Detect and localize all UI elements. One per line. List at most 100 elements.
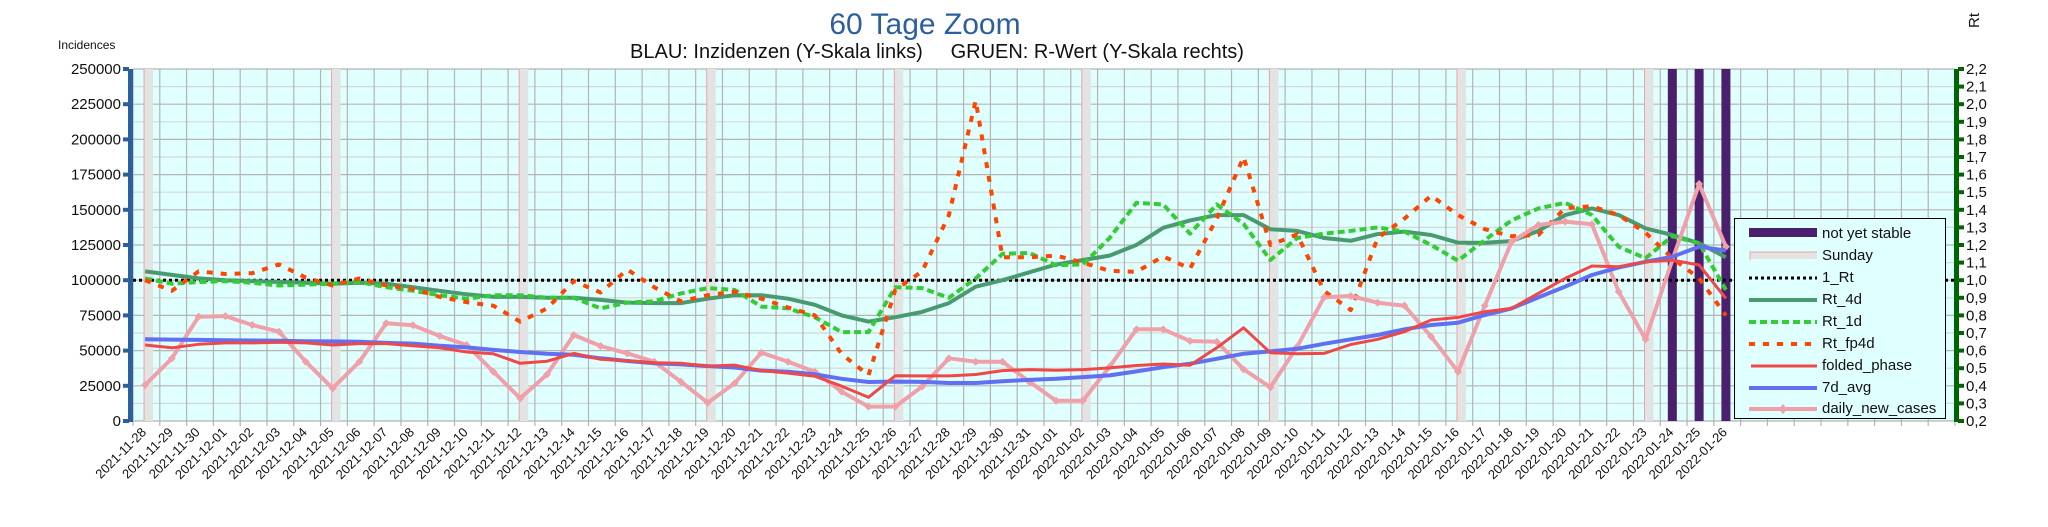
data-point-daily-new-cases [435, 331, 444, 340]
chart-subtitle: BLAU: Inzidenzen (Y-Skala links) GRUEN: … [630, 41, 1244, 63]
sunday-bar [519, 69, 529, 421]
y-tick-left [123, 172, 129, 177]
y-tick-right [1958, 207, 1964, 212]
y-tick-right [1958, 172, 1964, 177]
y-tick-left [123, 383, 129, 388]
y-tick-label-right: 2,0 [1966, 96, 1987, 113]
data-point-daily-new-cases [328, 384, 337, 393]
y-tick-right [1958, 401, 1964, 406]
y-tick-label-right: 0,2 [1966, 413, 1987, 430]
data-point-daily-new-cases [596, 341, 605, 350]
data-point-daily-new-cases [1159, 325, 1168, 334]
y-tick-right [1958, 243, 1964, 247]
y-tick-right [1958, 383, 1964, 388]
data-point-daily-new-cases [1212, 337, 1221, 346]
y-tick-label-right: 1,1 [1966, 255, 1987, 272]
y-tick-label-left: 25000 [79, 378, 121, 395]
y-tick-label-left: 100000 [71, 272, 121, 289]
data-point-daily-new-cases [194, 312, 203, 321]
data-point-daily-new-cases [1614, 287, 1623, 296]
data-point-daily-new-cases [944, 354, 953, 363]
data-point-daily-new-cases [837, 387, 846, 396]
data-point-daily-new-cases [1373, 298, 1382, 307]
data-point-daily-new-cases [1400, 301, 1409, 310]
data-point-daily-new-cases [221, 312, 230, 321]
y-tick-right [1958, 331, 1964, 335]
y-tick-label-left: 225000 [71, 96, 121, 113]
data-point-daily-new-cases [248, 320, 257, 329]
series-line-rt-fp4d [144, 98, 1728, 378]
sunday-bar [894, 69, 904, 421]
y-tick-label-right: 1,4 [1966, 202, 1987, 219]
chart-title: 60 Tage Zoom [829, 8, 1021, 41]
y-tick-label-right: 0,7 [1966, 325, 1987, 342]
y-tick-left [123, 419, 129, 423]
y-tick-label-right: 1,5 [1966, 184, 1987, 201]
data-point-daily-new-cases [408, 321, 417, 330]
y-tick-label-right: 2,2 [1966, 61, 1987, 78]
y-tick-label-right: 1,0 [1966, 272, 1987, 289]
y-tick-left [123, 207, 129, 212]
sunday-bar [1456, 69, 1466, 421]
data-point-daily-new-cases [757, 348, 766, 357]
y-tick-label-left: 150000 [71, 202, 121, 219]
data-point-daily-new-cases [516, 394, 525, 403]
dotted-line-icon [1749, 276, 1817, 280]
sunday-bar [706, 69, 716, 421]
data-point-daily-new-cases [918, 382, 927, 391]
data-point-daily-new-cases [1266, 383, 1275, 392]
y-tick-label-right: 1,3 [1966, 219, 1987, 236]
data-point-daily-new-cases [703, 398, 712, 407]
data-point-daily-new-cases [1587, 220, 1596, 229]
y-tick-label-right: 0,4 [1966, 378, 1987, 395]
dashed-line-icon [1749, 320, 1817, 324]
y-tick-label-right: 1,6 [1966, 167, 1987, 184]
data-point-daily-new-cases [167, 354, 176, 363]
line-icon [1749, 386, 1817, 390]
bar-swatch-icon [1749, 251, 1817, 260]
y-tick-label-right: 1,8 [1966, 131, 1987, 148]
y-tick-label-left: 250000 [71, 61, 121, 78]
bar-swatch-icon [1749, 228, 1817, 237]
data-point-daily-new-cases [623, 349, 632, 358]
data-point-daily-new-cases [864, 402, 873, 411]
y-axis-right [1954, 69, 1959, 422]
data-point-daily-new-cases [355, 357, 364, 366]
y-tick-left [123, 348, 129, 353]
data-point-daily-new-cases [141, 380, 150, 389]
data-point-daily-new-cases [1641, 335, 1650, 344]
data-point-daily-new-cases [1132, 325, 1141, 334]
y-tick-right [1958, 84, 1964, 89]
data-point-daily-new-cases [1239, 365, 1248, 374]
y-tick-right [1958, 278, 1964, 283]
y-tick-left [123, 313, 129, 318]
y-tick-left [123, 102, 129, 107]
series-line-avg-7d [145, 244, 1727, 385]
data-point-daily-new-cases [1534, 221, 1543, 230]
sunday-bar [144, 69, 154, 421]
data-point-daily-new-cases [569, 330, 578, 339]
y-tick-right [1958, 155, 1964, 159]
data-point-daily-new-cases [1078, 396, 1087, 405]
y-tick-right [1958, 67, 1964, 71]
not-yet-stable-bar [1667, 69, 1677, 421]
y-tick-label-right: 1,9 [1966, 114, 1987, 131]
y-tick-label-left: 50000 [79, 343, 121, 360]
line-marker-icon [1749, 404, 1817, 414]
y-tick-label-left: 0 [113, 413, 121, 430]
y-tick-label-left: 75000 [79, 307, 121, 324]
y-axis-left-label: Incidences [58, 38, 116, 52]
data-point-daily-new-cases [1561, 217, 1570, 226]
legend: not yet stable Sunday 1_Rt Rt_4d Rt_1d R… [1734, 218, 1946, 419]
series-line-rt-4d [144, 206, 1727, 324]
y-axis-right-label: Rt [1966, 13, 1983, 28]
y-tick-right [1958, 119, 1964, 124]
data-point-daily-new-cases [1695, 180, 1704, 189]
y-tick-label-right: 0,6 [1966, 343, 1987, 360]
y-tick-label-left: 200000 [71, 131, 121, 148]
sunday-bar [1081, 69, 1091, 421]
data-point-daily-new-cases [676, 377, 685, 386]
y-axis-left [128, 69, 133, 422]
y-tick-left [123, 67, 129, 71]
